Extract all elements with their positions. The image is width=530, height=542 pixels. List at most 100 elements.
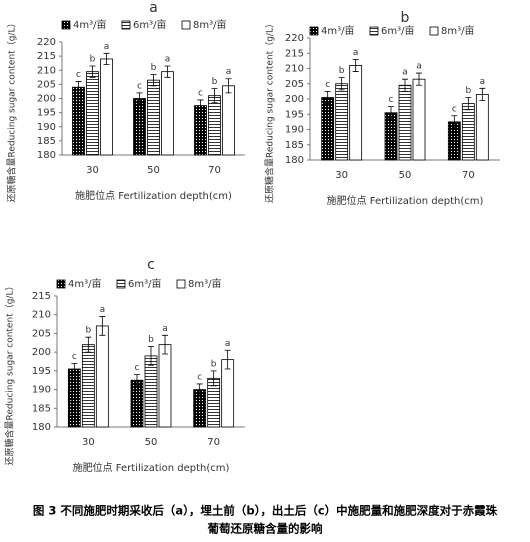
bar — [72, 86, 85, 156]
legend-label: 6m³/亩 — [133, 18, 166, 31]
legend-swatch — [116, 279, 126, 289]
legend-swatch — [309, 26, 319, 36]
bar — [133, 98, 146, 156]
y-tick-label: 220 — [37, 37, 56, 48]
x-tick-label: 70 — [207, 437, 220, 448]
y-tick-label: 210 — [32, 310, 51, 321]
error-bar — [224, 349, 231, 370]
bar — [194, 105, 207, 156]
panel-title: b — [401, 10, 410, 26]
error-bar — [211, 88, 218, 104]
x-tick-label: 50 — [145, 437, 158, 448]
y-tick-label: 180 — [285, 155, 304, 166]
y-tick-label: 195 — [37, 108, 56, 119]
error-bar — [99, 316, 106, 336]
y-axis-label: 还原糖含量Reducing sugar content（g/L） — [4, 282, 16, 466]
error-bar — [225, 78, 232, 94]
bar — [384, 112, 398, 161]
legend-swatch — [176, 279, 186, 289]
error-bar — [416, 72, 422, 86]
y-tick-label: 205 — [37, 79, 56, 90]
error-bar — [162, 334, 168, 355]
significance-letter: a — [162, 324, 168, 334]
y-tick-label: 195 — [285, 109, 304, 120]
significance-letter: a — [225, 339, 231, 349]
error-bar — [71, 362, 78, 375]
bar — [130, 379, 144, 428]
legend-label: 8m³/亩 — [188, 277, 221, 290]
legend-label: 4m³/亩 — [73, 18, 106, 31]
bar — [321, 97, 335, 161]
error-bar — [85, 336, 92, 353]
error-bar — [75, 81, 82, 94]
error-bar — [479, 87, 486, 101]
y-tick-label: 215 — [32, 291, 51, 302]
legend-swatch — [181, 20, 191, 30]
caption: 葡萄还原糖含量的影响 — [207, 522, 323, 536]
significance-letter: c — [197, 372, 202, 382]
x-tick-label: 50 — [147, 165, 160, 176]
y-tick-label: 185 — [285, 140, 304, 151]
legend-label: 8m³/亩 — [441, 24, 474, 37]
error-bar — [210, 370, 217, 387]
bar — [86, 71, 99, 156]
legend-swatch — [429, 26, 439, 36]
y-tick-label: 180 — [37, 150, 56, 161]
significance-letter: a — [165, 55, 171, 65]
y-tick-label: 215 — [37, 51, 56, 62]
y-tick-label: 210 — [37, 65, 56, 76]
significance-letter: a — [416, 62, 422, 72]
significance-letter: b — [148, 335, 154, 345]
y-tick-label: 185 — [32, 403, 51, 414]
y-tick-label: 190 — [37, 122, 56, 133]
significance-letter: c — [137, 81, 142, 91]
y-tick-label: 200 — [285, 94, 304, 105]
legend-swatch — [56, 279, 66, 289]
legend-label: 8m³/亩 — [193, 18, 226, 31]
significance-letter: c — [389, 95, 394, 105]
error-bar — [136, 92, 143, 105]
legend-swatch — [61, 20, 71, 30]
error-bar — [150, 74, 157, 87]
y-tick-label: 215 — [285, 48, 304, 59]
error-bar — [465, 97, 472, 111]
significance-letter: c — [325, 80, 330, 90]
x-axis-label: 施肥位点 Fertilization depth(cm) — [75, 189, 232, 202]
y-tick-label: 205 — [32, 328, 51, 339]
bar — [412, 78, 426, 161]
significance-letter: c — [198, 88, 203, 98]
bar — [398, 84, 412, 161]
bar — [221, 359, 235, 428]
y-tick-label: 180 — [32, 422, 51, 433]
error-bar — [338, 77, 345, 91]
error-bar — [197, 99, 204, 112]
x-tick-label: 50 — [399, 170, 412, 181]
bar — [100, 58, 113, 156]
significance-letter: b — [85, 326, 91, 336]
legend-swatch — [369, 26, 379, 36]
significance-letter: a — [353, 48, 359, 58]
bar — [144, 355, 158, 428]
legend-swatch — [121, 20, 131, 30]
significance-letter: a — [100, 305, 106, 315]
significance-letter: a — [226, 67, 232, 77]
bar — [208, 95, 221, 156]
y-tick-label: 185 — [37, 136, 56, 147]
bar — [349, 65, 363, 161]
panel-title: c — [147, 257, 155, 273]
error-bar — [148, 346, 154, 366]
x-axis-label: 施肥位点 Fertilization depth(cm) — [73, 461, 230, 474]
panel-title: a — [149, 0, 158, 16]
y-axis-label: 还原糖含量Reducing sugar content（g/L） — [264, 19, 276, 203]
bar — [81, 344, 95, 428]
error-bar — [388, 106, 394, 120]
y-tick-label: 210 — [285, 64, 304, 75]
x-tick-label: 70 — [208, 165, 221, 176]
y-tick-label: 195 — [32, 366, 51, 377]
error-bar — [164, 65, 171, 78]
caption: 图 3 不同施肥时期采收后（a），埋土前（b），出土后（c）中施肥量和施肥深度对… — [33, 504, 498, 518]
error-bar — [402, 78, 408, 92]
y-axis-label: 还原糖含量Reducing sugar content（g/L） — [6, 19, 18, 203]
error-bar — [196, 383, 203, 396]
